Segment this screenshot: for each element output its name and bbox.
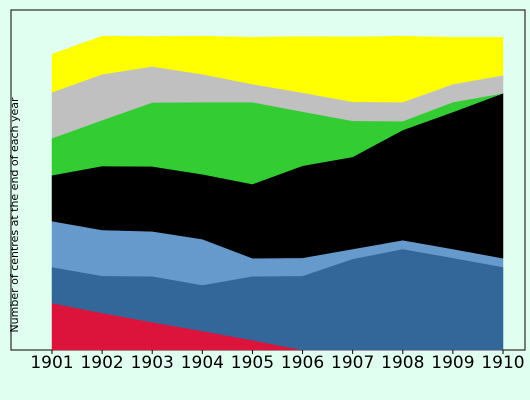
x-tick-label: 1909	[431, 353, 474, 373]
x-tick-label: 1903	[131, 353, 174, 373]
x-tick-label: 1910	[481, 353, 524, 373]
x-tick-label: 1906	[281, 353, 324, 373]
x-tick-label: 1905	[231, 353, 274, 373]
area	[51, 35, 504, 103]
x-tick-label: 1904	[181, 353, 224, 373]
y-axis-label: Number of centres at the end of each yea…	[8, 97, 21, 333]
x-tick-label: 1908	[381, 353, 424, 373]
x-tick-label: 1902	[80, 353, 123, 373]
x-tick-label: 1907	[331, 353, 374, 373]
x-tick-label: 1901	[30, 353, 73, 373]
